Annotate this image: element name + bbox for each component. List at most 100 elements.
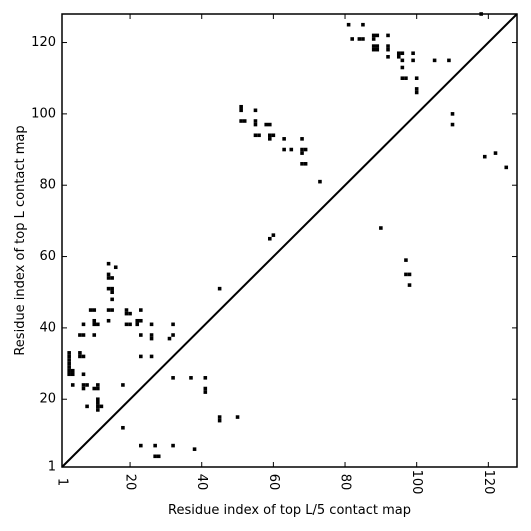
contact-point xyxy=(70,368,75,373)
contact-point xyxy=(386,44,390,48)
contact-point xyxy=(371,37,376,41)
contact-point xyxy=(96,322,100,327)
contact-point xyxy=(375,44,380,48)
x-axis-label: Residue index of top L/5 contact map xyxy=(168,503,411,518)
contact-point xyxy=(447,58,451,63)
contact-point xyxy=(153,443,157,448)
contact-point xyxy=(156,454,161,459)
contact-point xyxy=(106,308,111,312)
contact-point xyxy=(268,133,272,138)
contact-point xyxy=(70,383,75,387)
contact-point xyxy=(67,361,71,366)
contact-point xyxy=(257,133,261,138)
contact-point xyxy=(124,308,129,312)
contact-point xyxy=(371,33,376,38)
contact-point xyxy=(375,33,380,38)
contact-point xyxy=(106,318,111,323)
contact-point xyxy=(386,55,390,59)
contact-point xyxy=(110,290,114,295)
contact-point xyxy=(235,415,240,419)
contact-point xyxy=(386,47,390,52)
contact-point xyxy=(171,333,175,337)
contact-point xyxy=(171,443,175,448)
contact-point xyxy=(289,147,294,152)
contact-point xyxy=(110,276,114,280)
contact-point xyxy=(139,333,143,337)
x-tick-label: 120 xyxy=(481,470,496,495)
y-tick-label: 60 xyxy=(39,249,56,264)
contact-point xyxy=(400,51,405,56)
contact-point xyxy=(268,236,272,241)
contact-point xyxy=(411,51,415,56)
x-tick-label: 80 xyxy=(338,474,353,491)
contact-point xyxy=(386,33,390,38)
contact-point xyxy=(135,318,140,323)
contact-point xyxy=(371,44,376,48)
contact-point xyxy=(271,133,276,138)
contact-point xyxy=(92,308,97,312)
contact-point xyxy=(396,51,401,56)
contact-point xyxy=(400,58,405,63)
contact-point xyxy=(85,404,89,409)
contact-point xyxy=(189,376,193,380)
y-tick-label: 120 xyxy=(31,35,56,50)
contact-points xyxy=(67,12,509,459)
contact-point xyxy=(70,372,75,377)
contact-point xyxy=(128,322,132,327)
contact-point xyxy=(450,112,455,116)
contact-point xyxy=(99,404,104,409)
contact-point xyxy=(121,425,125,430)
contact-point xyxy=(253,108,258,113)
contact-point xyxy=(361,37,365,41)
contact-point xyxy=(106,276,111,280)
contact-point xyxy=(67,351,71,355)
y-tick-label: 100 xyxy=(31,106,56,121)
contact-point xyxy=(78,354,82,359)
contact-point xyxy=(92,386,97,391)
y-tick-label: 40 xyxy=(39,320,56,335)
contact-point xyxy=(128,311,132,316)
contact-point xyxy=(318,179,322,184)
y-axis-label: Residue index of top L contact map xyxy=(13,125,28,355)
contact-point xyxy=(124,322,129,327)
contact-point xyxy=(67,372,71,377)
contact-point xyxy=(404,258,408,262)
contact-point xyxy=(239,119,243,123)
contact-point xyxy=(153,454,157,459)
contact-point xyxy=(149,333,154,337)
contact-point xyxy=(414,90,419,95)
contact-point xyxy=(300,147,304,152)
contact-point xyxy=(110,286,114,291)
x-tick-label: 20 xyxy=(123,474,138,491)
contact-point xyxy=(303,147,308,152)
contact-point xyxy=(139,318,143,323)
contact-point xyxy=(96,401,100,405)
contact-point xyxy=(110,308,114,312)
contact-point xyxy=(357,37,362,41)
contact-point xyxy=(113,265,118,270)
contact-point xyxy=(400,76,405,80)
contact-point xyxy=(282,147,286,152)
contact-point xyxy=(450,122,455,127)
contact-point xyxy=(350,37,354,41)
contact-point xyxy=(106,286,111,291)
x-tick-label: 40 xyxy=(194,474,209,491)
contact-point xyxy=(110,297,114,302)
contact-point xyxy=(217,415,222,419)
contact-point xyxy=(268,137,272,141)
contact-point xyxy=(139,354,143,359)
contact-point xyxy=(203,376,208,380)
contact-point xyxy=(253,133,258,138)
contact-point xyxy=(300,151,304,155)
contact-point xyxy=(264,122,269,127)
contact-point xyxy=(271,233,276,237)
contact-point xyxy=(67,354,71,359)
contact-point xyxy=(203,390,208,394)
y-tick-label: 80 xyxy=(39,178,56,193)
contact-point xyxy=(217,286,222,291)
contact-point xyxy=(96,386,100,391)
contact-point xyxy=(282,137,286,141)
contact-point xyxy=(96,383,100,387)
contact-point xyxy=(239,108,243,113)
